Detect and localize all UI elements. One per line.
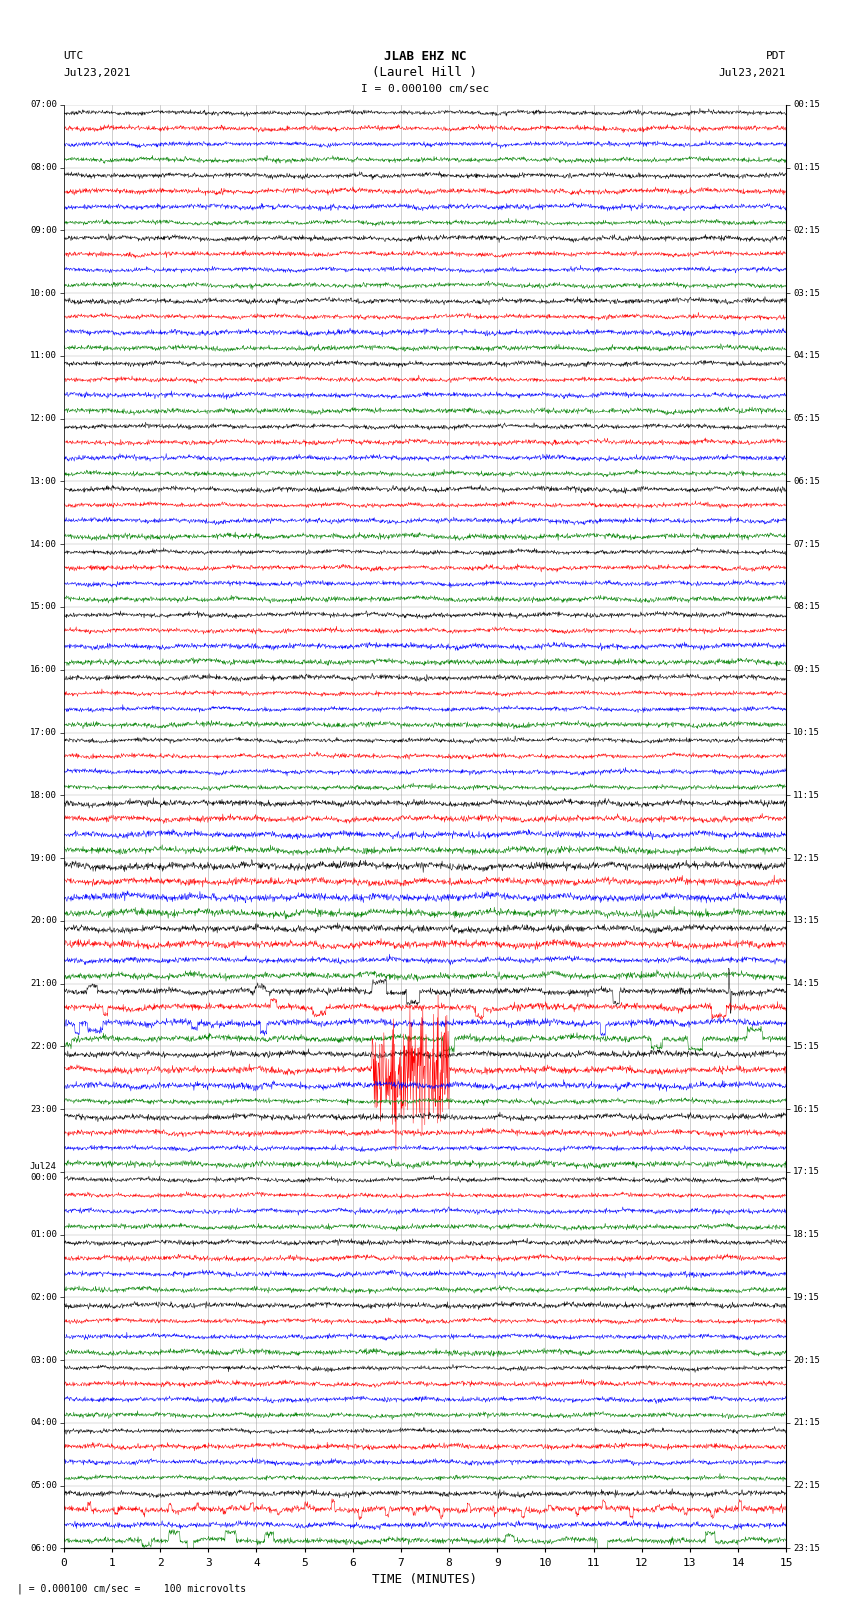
Text: PDT: PDT	[766, 52, 786, 61]
Text: Jul23,2021: Jul23,2021	[719, 68, 786, 77]
Text: | = 0.000100 cm/sec =    100 microvolts: | = 0.000100 cm/sec = 100 microvolts	[17, 1584, 246, 1594]
Text: JLAB EHZ NC: JLAB EHZ NC	[383, 50, 467, 63]
Text: (Laurel Hill ): (Laurel Hill )	[372, 66, 478, 79]
X-axis label: TIME (MINUTES): TIME (MINUTES)	[372, 1573, 478, 1586]
Text: I = 0.000100 cm/sec: I = 0.000100 cm/sec	[361, 84, 489, 94]
Text: Jul23,2021: Jul23,2021	[64, 68, 131, 77]
Text: UTC: UTC	[64, 52, 84, 61]
